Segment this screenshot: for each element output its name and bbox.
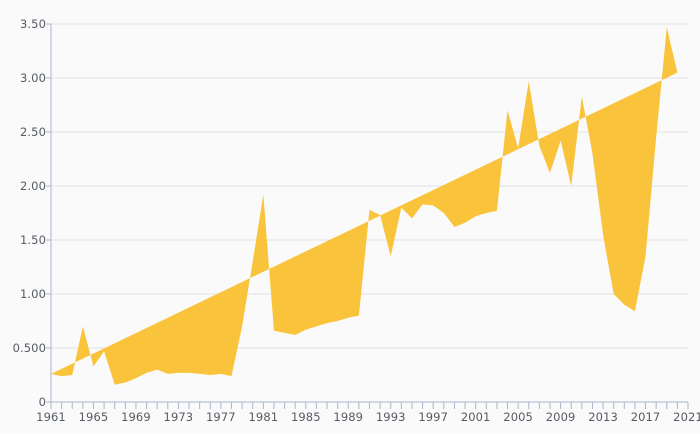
y-axis-tick-label: 0 bbox=[38, 395, 46, 409]
y-axis-tick-label: 2.50 bbox=[19, 125, 46, 139]
x-axis-tick-label: 2005 bbox=[503, 410, 533, 424]
series-area bbox=[51, 27, 678, 385]
x-axis-tick-label: 1977 bbox=[206, 410, 236, 424]
y-axis-tick-label: 1.50 bbox=[19, 233, 46, 247]
x-axis-tick-label: 2009 bbox=[545, 410, 576, 424]
x-axis-tick-label: 1985 bbox=[290, 410, 321, 424]
y-axis-tick-label: 1.00 bbox=[19, 287, 46, 301]
y-axis-tick-label: 2.00 bbox=[19, 179, 46, 193]
x-axis-tick-label: 1989 bbox=[333, 410, 364, 424]
x-axis-tick-label: 1969 bbox=[121, 410, 151, 424]
x-axis-ticks bbox=[50, 402, 689, 409]
y-axis-tick-labels: 0 0.500 1.00 1.50 2.00 2.50 3.00 3.50 bbox=[0, 0, 46, 433]
x-axis-tick-label: 2021 bbox=[673, 410, 700, 424]
x-axis-tick-labels: 1961 1965 1969 1973 1977 1981 1985 1989 1993 1997… bbox=[0, 410, 700, 432]
y-axis-tick-label: 3.50 bbox=[19, 17, 46, 31]
y-axis-tick-label: 3.00 bbox=[19, 71, 46, 85]
x-axis-tick-label: 1961 bbox=[36, 410, 66, 424]
x-axis-tick-label: 1965 bbox=[78, 410, 109, 424]
gridlines bbox=[51, 23, 688, 349]
x-axis-tick-label: 2001 bbox=[460, 410, 491, 424]
y-axis-ticks bbox=[46, 23, 51, 403]
x-axis-tick-label: 1993 bbox=[375, 410, 406, 424]
x-axis-tick-label: 1973 bbox=[163, 410, 194, 424]
x-axis-tick-label: 1981 bbox=[248, 410, 279, 424]
y-axis-tick-label: 0.500 bbox=[12, 341, 46, 355]
x-axis-tick-label: 1997 bbox=[418, 410, 449, 424]
x-axis-tick-label: 2013 bbox=[588, 410, 618, 424]
x-axis-tick-label: 2017 bbox=[630, 410, 661, 424]
area-series-path bbox=[51, 27, 678, 385]
